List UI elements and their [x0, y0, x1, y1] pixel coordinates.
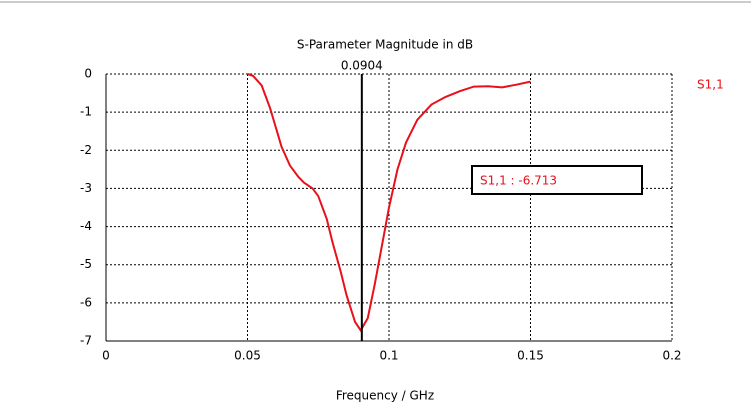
- annotation: S1,1 : -6.713: [480, 174, 557, 188]
- x-axis-label: Frequency / GHz: [336, 389, 434, 403]
- y-tick-label: 0: [84, 67, 92, 81]
- legend-entry: S1,1: [697, 78, 724, 92]
- chart-title: S-Parameter Magnitude in dB: [297, 38, 473, 52]
- y-tick-label: -6: [80, 295, 92, 309]
- x-tick-label: 0.1: [379, 349, 398, 363]
- marker-label: 0.0904: [341, 59, 383, 73]
- x-tick-label: 0: [102, 349, 110, 363]
- x-tick-label: 0.05: [234, 349, 261, 363]
- y-tick-label: -5: [80, 257, 92, 271]
- y-tick-label: -7: [80, 334, 92, 348]
- y-tick-label: -2: [80, 143, 92, 157]
- annotation-box: [471, 165, 643, 195]
- y-tick-label: -1: [80, 105, 92, 119]
- x-tick-label: 0.2: [662, 349, 681, 363]
- x-tick-label: 0.15: [517, 349, 544, 363]
- series-line: [247, 73, 531, 333]
- y-tick-label: -4: [80, 219, 92, 233]
- y-tick-label: -3: [80, 181, 92, 195]
